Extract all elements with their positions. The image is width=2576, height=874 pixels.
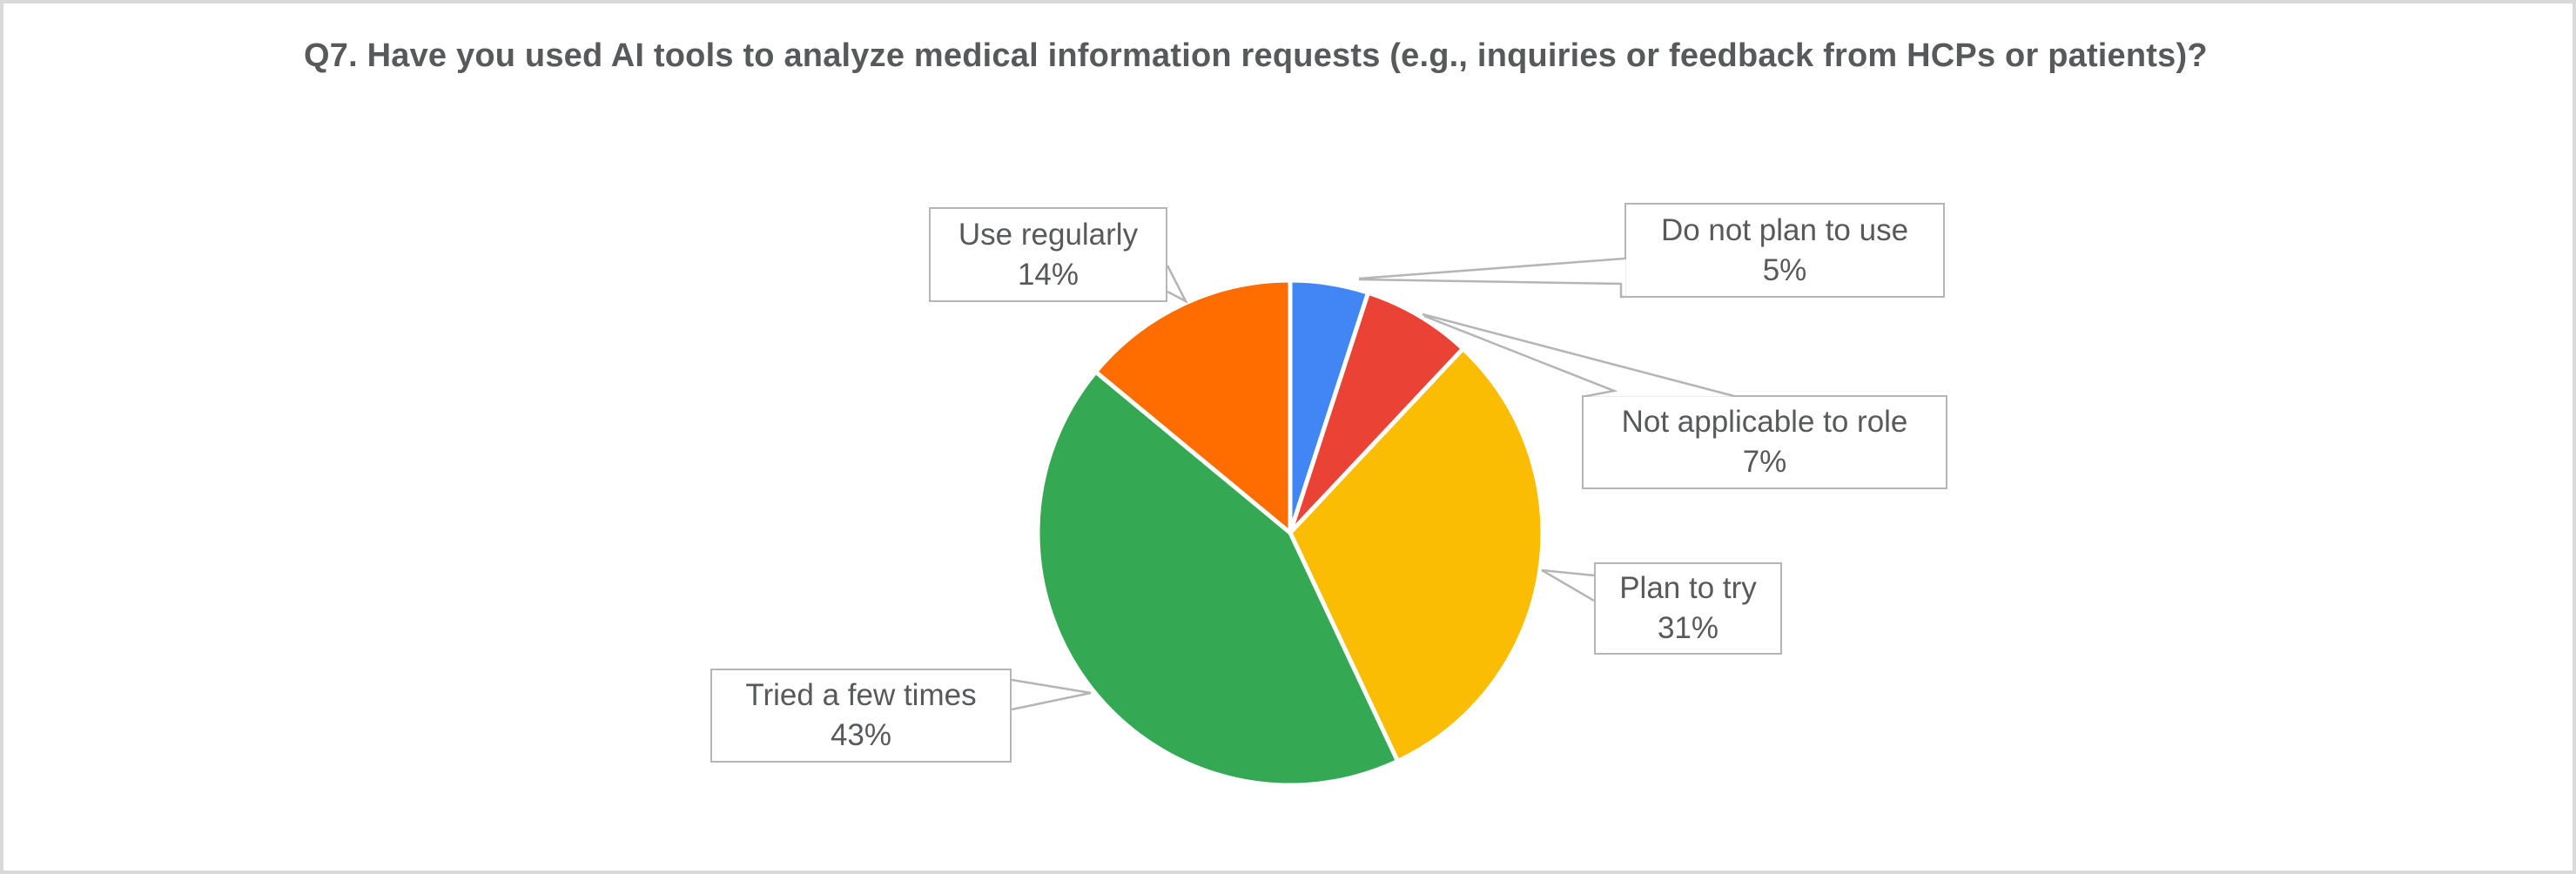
pie-slice-use-regularly[interactable]: [1093, 278, 1293, 535]
callout-label: Do not plan to use: [1660, 212, 1909, 247]
callout-label: Plan to try: [1619, 571, 1757, 605]
callout-tried-a-few-times[interactable]: Tried a few times 43%: [710, 669, 1012, 763]
callout-value: 14%: [1017, 257, 1079, 292]
callout-label: Not applicable to role: [1621, 405, 1908, 439]
callout-value: 31%: [1657, 611, 1719, 645]
callout-use-regularly[interactable]: Use regularly 14%: [929, 207, 1167, 302]
callout-value: 5%: [1762, 252, 1807, 287]
callout-do-not-plan-to-use[interactable]: Do not plan to use 5%: [1624, 203, 1945, 298]
callout-value: 7%: [1742, 445, 1787, 479]
pie-slice-plan-to-try[interactable]: [1288, 346, 1545, 763]
callout-label: Use regularly: [958, 217, 1139, 252]
chart-title: Q7. Have you used AI tools to analyze me…: [304, 37, 2208, 74]
callout-value: 43%: [830, 718, 892, 752]
callout-not-applicable-to-role[interactable]: Not applicable to role 7%: [1582, 395, 1947, 489]
callout-label: Tried a few times: [745, 678, 977, 712]
pie-canvas: [1035, 278, 1545, 788]
callout-plan-to-try[interactable]: Plan to try 31%: [1594, 562, 1782, 655]
